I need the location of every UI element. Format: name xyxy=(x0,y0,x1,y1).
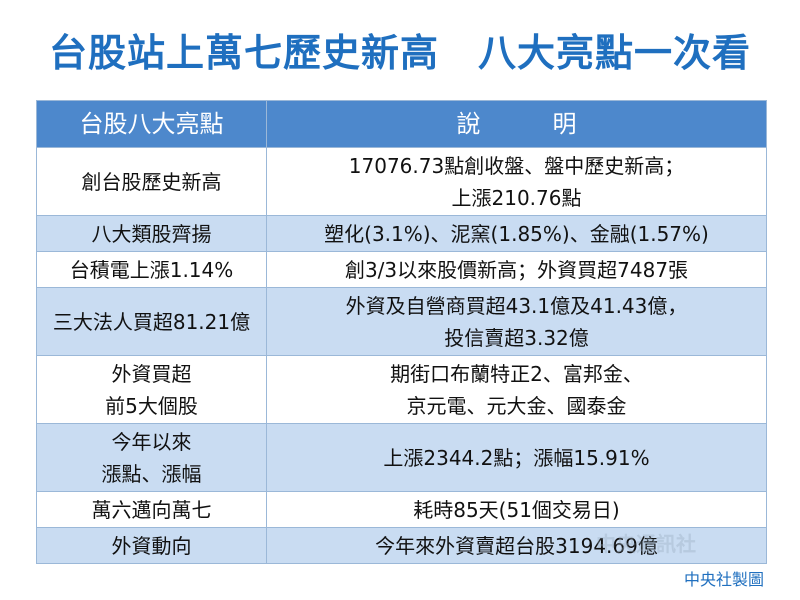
row-description: 塑化(3.1%)、泥窯(1.85%)、金融(1.57%) xyxy=(266,215,767,252)
table-row: 八大類股齊揚 塑化(3.1%)、泥窯(1.85%)、金融(1.57%) xyxy=(36,215,767,252)
row-description: 上漲2344.2點；漲幅15.91% xyxy=(266,423,767,492)
table-row: 外資動向 今年來外資賣超台股3194.69億 xyxy=(36,527,767,564)
row-description: 外資及自營商買超43.1億及41.43億， 投信賣超3.32億 xyxy=(266,287,767,356)
row-label-line: 外資買超 xyxy=(111,361,192,386)
row-label: 今年以來 漲點、漲幅 xyxy=(36,423,267,492)
row-description-line: 外資及自營商買超43.1億及41.43億， xyxy=(345,293,688,318)
row-label-line: 八大類股齊揚 xyxy=(91,221,212,246)
table-row: 外資買超 前5大個股 期街口布蘭特正2、富邦金、 京元電、元大金、國泰金 xyxy=(36,355,767,424)
row-label: 八大類股齊揚 xyxy=(36,215,267,252)
row-label-line: 漲點、漲幅 xyxy=(101,461,202,486)
row-label-line: 創台股歷史新高 xyxy=(81,169,222,194)
row-description: 17076.73點創收盤、盤中歷史新高； 上漲210.76點 xyxy=(266,147,767,216)
credit-label: 中央社製圖 xyxy=(683,570,764,589)
row-label: 台積電上漲1.14% xyxy=(36,251,267,288)
row-label: 外資買超前5大個股 xyxy=(36,355,267,424)
row-label: 創台股歷史新高 xyxy=(36,147,267,216)
row-label-line: 今年以來 xyxy=(111,429,192,454)
header-description: 說 明 xyxy=(266,100,767,148)
row-label: 三大法人買超81.21億 xyxy=(36,287,267,356)
table-row: 萬六邁向萬七 耗時85天(51個交易日) xyxy=(36,491,767,528)
row-label-line: 三大法人買超81.21億 xyxy=(52,309,251,334)
highlights-table: 台股八大亮點 說 明 創台股歷史新高 17076.73點創收盤、盤中歷史新高； 上漲… xyxy=(36,100,767,564)
row-description: 期街口布蘭特正2、富邦金、 京元電、元大金、國泰金 xyxy=(266,355,767,424)
row-description-line: 創3/3以來股價新高；外資買超7487張 xyxy=(344,257,689,282)
table-row: 今年以來漲點、漲幅 上漲2344.2點；漲幅15.91% xyxy=(36,423,767,492)
header-highlights: 台股八大亮點 xyxy=(36,100,267,148)
row-label-line: 前5大個股 xyxy=(105,393,198,418)
row-description: 創3/3以來股價新高；外資買超7487張 xyxy=(266,251,767,288)
table-row: 台積電上漲1.14% 創3/3以來股價新高；外資買超7487張 xyxy=(36,251,767,288)
table-header-row: 台股八大亮點 說 明 xyxy=(36,100,767,148)
row-description: 耗時85天(51個交易日) xyxy=(266,491,767,528)
row-description-line: 上漲2344.2點；漲幅15.91% xyxy=(383,445,650,470)
row-label: 萬六邁向萬七 xyxy=(36,491,267,528)
row-description-line: 上漲210.76點 xyxy=(451,185,582,210)
row-description-line: 塑化(3.1%)、泥窯(1.85%)、金融(1.57%) xyxy=(324,221,709,246)
watermark: 中央通訊社 xyxy=(596,532,696,556)
page-title: 台股站上萬七歷史新高 八大亮點一次看 xyxy=(48,31,751,75)
row-description-line: 耗時85天(51個交易日) xyxy=(413,497,620,522)
row-label-line: 萬六邁向萬七 xyxy=(91,497,212,522)
row-description-line: 京元電、元大金、國泰金 xyxy=(406,393,627,418)
row-description-line: 17076.73點創收盤、盤中歷史新高； xyxy=(348,153,685,178)
row-description-line: 今年來外資賣超台股3194.69億 xyxy=(375,533,658,558)
row-description-line: 投信賣超3.32億 xyxy=(444,325,589,350)
table-row: 三大法人買超81.21億 外資及自營商買超43.1億及41.43億， 投信賣超3.3… xyxy=(36,287,767,356)
table-row: 創台股歷史新高 17076.73點創收盤、盤中歷史新高； 上漲210.76點 xyxy=(36,147,767,216)
row-label-line: 外資動向 xyxy=(111,533,192,558)
row-label: 外資動向 xyxy=(36,527,267,564)
row-label-line: 台積電上漲1.14% xyxy=(69,257,234,282)
row-description: 今年來外資賣超台股3194.69億 xyxy=(266,527,767,564)
row-description-line: 期街口布蘭特正2、富邦金、 xyxy=(390,361,643,386)
